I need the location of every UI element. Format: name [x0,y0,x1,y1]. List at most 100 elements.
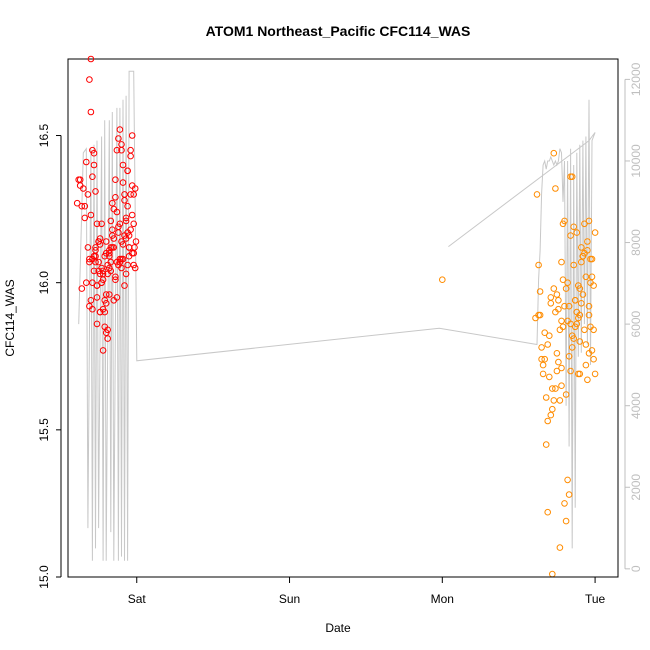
data-point [564,476,571,484]
data-point [559,276,567,284]
y-tick-label: 16.0 [37,271,51,295]
data-point [535,261,542,269]
data-point [591,229,599,236]
data-point [75,176,82,183]
data-point [124,202,131,210]
data-point [570,223,578,231]
data-point [587,323,594,331]
data-point [542,441,550,448]
y-tick-label: 16.5 [37,124,51,148]
data-point [582,361,590,369]
data-point [92,188,99,195]
data-point [538,355,545,363]
data-point [127,146,134,154]
data-point [96,235,104,242]
data-point [90,161,98,169]
data-point [86,258,93,266]
y2-tick-label: 4000 [629,392,643,419]
data-point [565,302,573,310]
data-point [112,273,119,281]
data-point [578,244,585,251]
data-point [122,217,130,225]
series-1 [73,55,140,354]
data-point [107,258,115,266]
data-point [113,146,121,154]
x-tick-label: Sat [128,592,147,606]
data-point [86,255,93,263]
data-point [578,258,585,266]
data-point [73,199,81,207]
data-point [578,300,585,307]
data-point [539,361,547,369]
data-point [546,332,553,340]
data-point [581,220,588,228]
data-point [89,279,96,287]
y2-axis: 0 2000 4000 6000 8000 10000 12000 [624,62,643,572]
data-point [555,358,562,366]
data-point [533,191,541,198]
data-point [588,273,596,281]
data-point [561,217,568,225]
data-point [128,132,136,139]
data-point [110,244,118,251]
y2-tick-label: 2000 [629,474,643,501]
data-point [106,291,113,298]
points-layer [73,55,599,578]
data-point [93,294,101,301]
data-point [107,217,115,225]
data-point [552,308,559,316]
data-point [121,232,128,239]
data-point [118,146,125,154]
y2-tick-label: 6000 [629,310,643,337]
data-point [561,302,568,310]
data-point [90,149,98,157]
data-point [553,350,561,357]
data-point [92,244,99,251]
data-point [112,194,119,201]
data-point [585,302,593,310]
data-point [581,326,588,334]
y-tick-label: 15.5 [37,418,51,442]
data-point [130,191,137,198]
data-point [568,344,576,351]
data-point [541,355,549,363]
data-point [439,276,446,284]
data-point [587,255,594,263]
data-point [541,329,549,337]
x-tick-label: Sun [279,592,300,606]
data-point [550,397,558,404]
data-point [542,394,550,401]
data-point [110,235,118,242]
data-point [568,173,576,180]
data-point [78,285,86,292]
data-point [582,341,590,348]
data-point [112,276,119,284]
data-point [564,279,571,287]
data-point [571,297,579,304]
data-point [84,191,92,198]
data-point [590,282,597,289]
data-point [115,261,122,269]
data-point [567,320,574,328]
data-point [536,311,544,319]
y-tick-label: 15.0 [37,565,51,589]
data-point [562,285,570,292]
data-point [109,199,116,207]
data-point [556,326,564,334]
data-point [106,264,113,272]
data-point [121,282,128,289]
data-point [550,149,558,157]
data-point [86,76,93,83]
data-point [92,252,99,260]
data-point [567,367,574,375]
data-point [83,279,90,287]
data-point [538,344,545,351]
data-point [98,279,105,287]
data-point [104,335,111,342]
data-point [118,238,125,245]
data-point [93,220,101,228]
y2-tick-label: 12000 [629,62,643,96]
altitude-line [78,70,596,561]
data-point [95,267,102,275]
data-point [565,353,573,360]
